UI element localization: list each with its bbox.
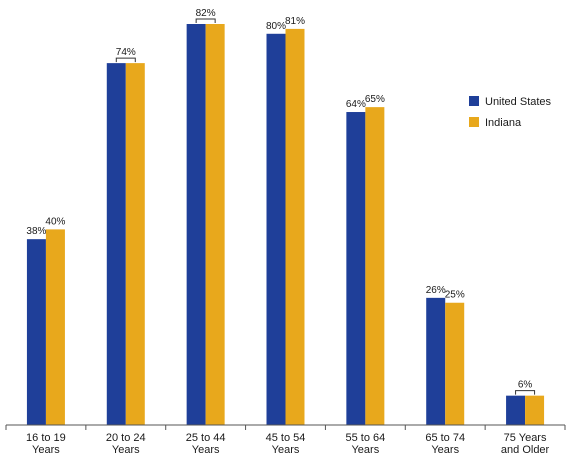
legend: United States Indiana [469, 96, 552, 129]
bar-indiana-0 [45, 229, 65, 425]
bar-united-states-2 [186, 24, 206, 425]
data-label-shared-2: 82% [196, 8, 216, 19]
data-labels-layer: 38%40% 74% 82% 80%81% 64%65% 26%25% 6% [26, 8, 536, 395]
bar-indiana-2 [205, 24, 225, 425]
bar-united-states-0 [26, 239, 46, 425]
legend-label-indiana: Indiana [485, 117, 522, 129]
bar-indiana-1 [125, 63, 145, 426]
label-bracket-6 [515, 390, 536, 395]
bar-united-states-1 [106, 63, 126, 426]
data-label-united-states-0: 38% [26, 226, 46, 237]
bars-layer [26, 24, 545, 426]
data-label-united-states-3: 80% [266, 21, 286, 32]
bar-united-states-3 [266, 33, 286, 425]
x-tick-label-4: 55 to 64 Years [345, 432, 385, 456]
x-tick-label-0: 16 to 19 Years [26, 432, 66, 456]
label-bracket-1 [115, 57, 136, 63]
x-tick-label-2: 25 to 44 Years [186, 432, 226, 456]
bar-united-states-5 [426, 297, 446, 425]
legend-swatch-united-states [469, 96, 479, 106]
data-label-united-states-4: 64% [346, 99, 366, 110]
bar-indiana-4 [365, 107, 385, 425]
data-label-united-states-5: 26% [426, 285, 446, 296]
x-tick-label-3: 45 to 54 Years [266, 432, 306, 456]
bar-indiana-5 [445, 302, 465, 425]
x-tick-label-5: 65 to 74 Years [425, 432, 465, 456]
data-label-indiana-5: 25% [445, 290, 465, 301]
x-axis-ticks [5, 425, 566, 430]
x-tick-label-1: 20 to 24 Years [106, 432, 146, 456]
label-bracket-2 [195, 18, 216, 23]
data-label-indiana-3: 81% [285, 16, 305, 27]
data-label-shared-6: 6% [518, 380, 533, 391]
data-label-indiana-0: 40% [45, 216, 65, 227]
bar-united-states-4 [346, 112, 366, 426]
data-label-shared-1: 74% [116, 47, 136, 58]
bar-indiana-3 [285, 28, 305, 425]
legend-swatch-indiana [469, 117, 479, 127]
bar-indiana-6 [525, 395, 545, 425]
legend-label-united-states: United States [485, 96, 552, 108]
bar-united-states-6 [506, 395, 526, 425]
x-tick-label-6: 75 Years and Older [501, 432, 550, 456]
data-label-indiana-4: 65% [365, 94, 385, 105]
x-axis-labels: 16 to 19 Years 20 to 24 Years 25 to 44 Years 4… [26, 432, 550, 456]
